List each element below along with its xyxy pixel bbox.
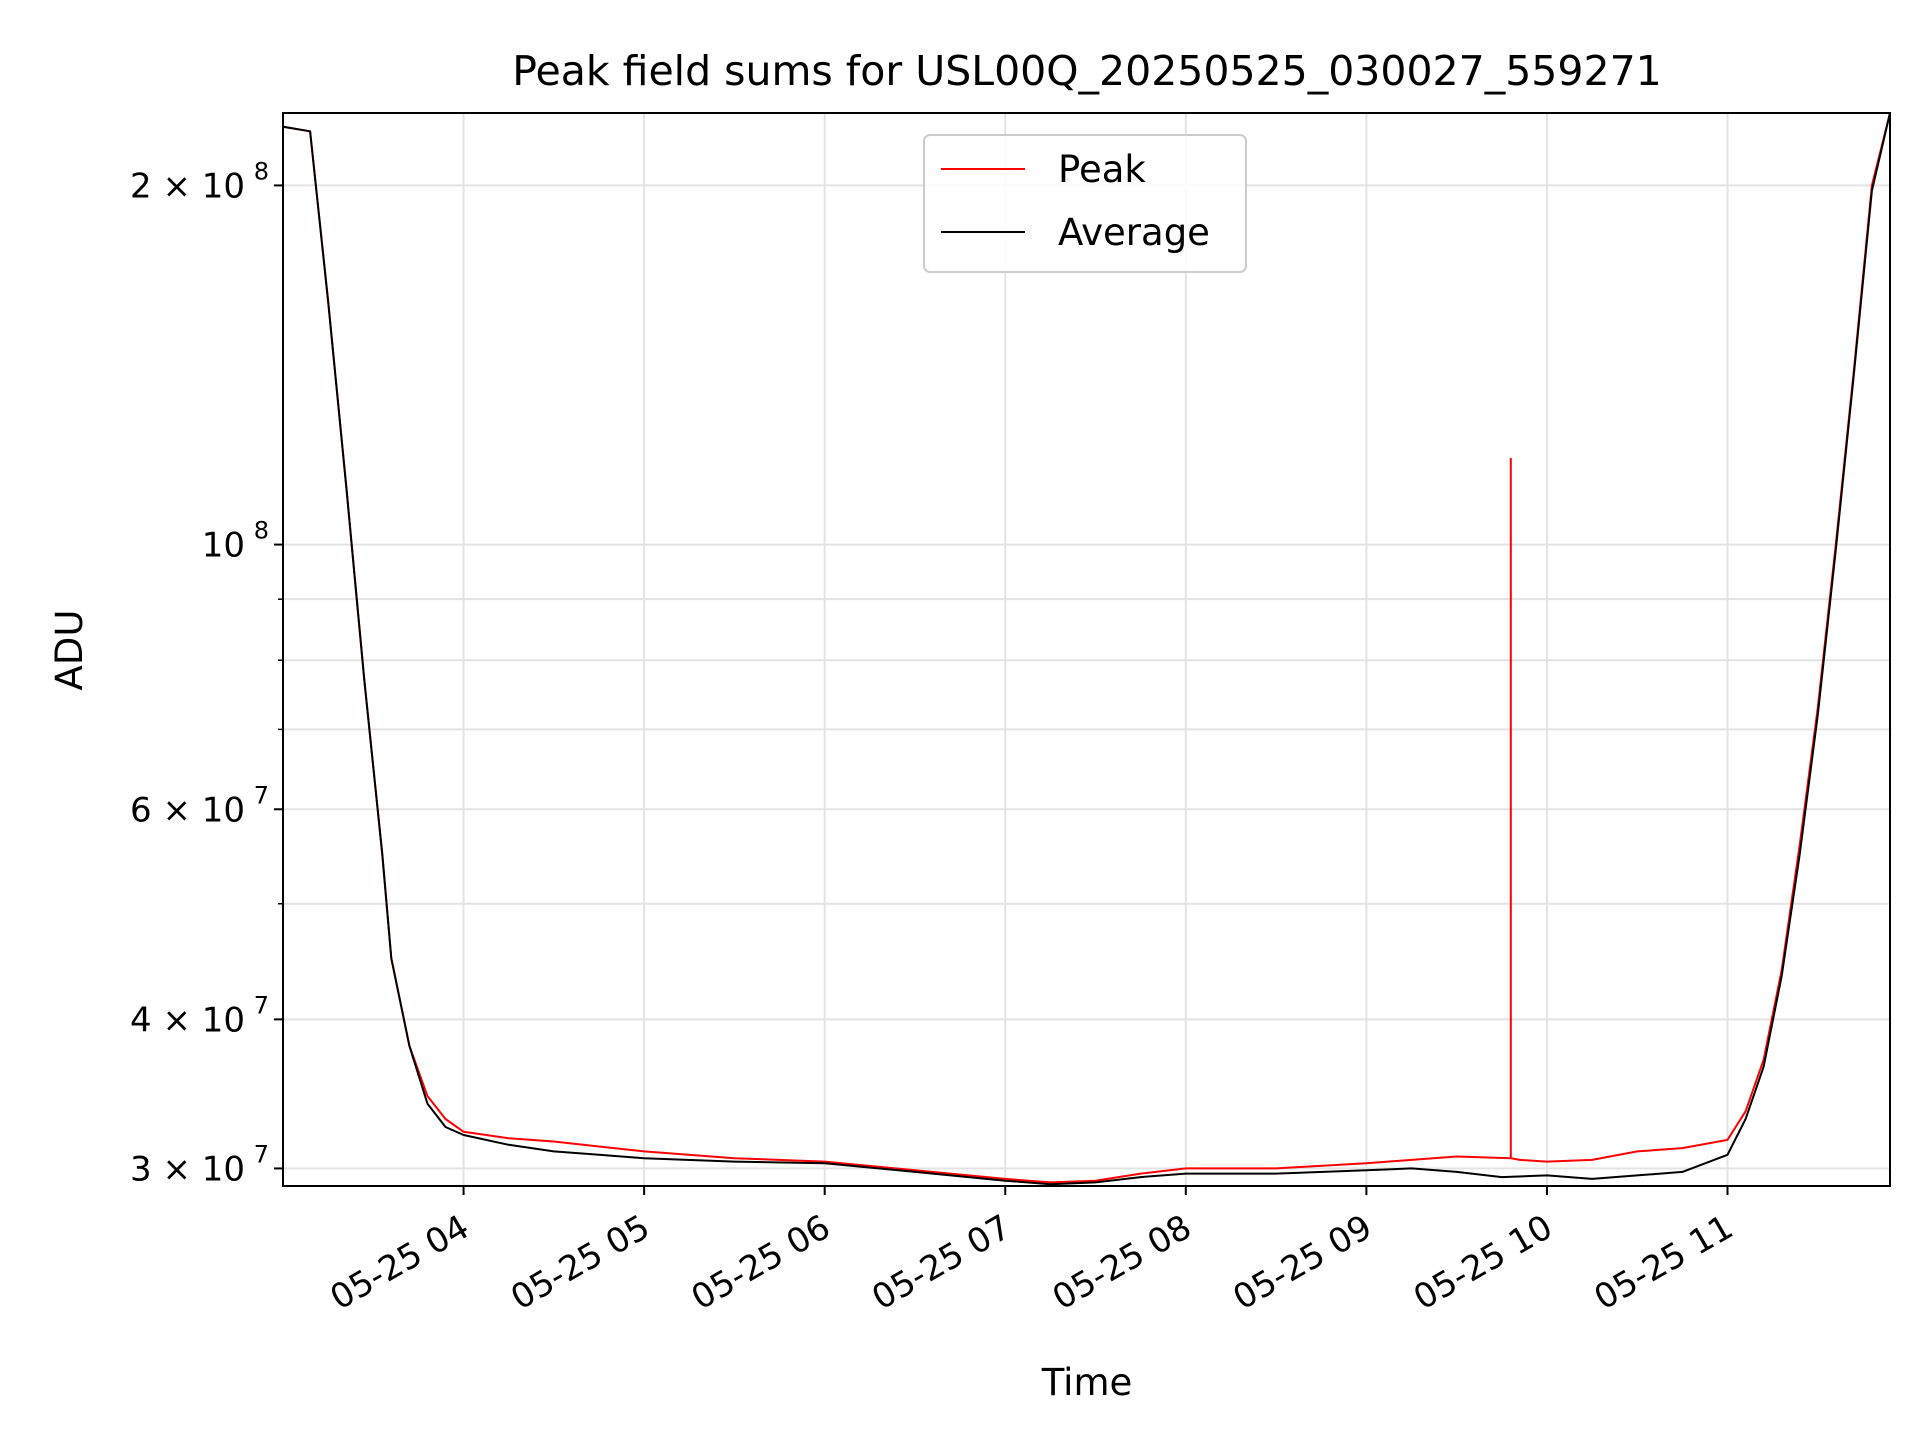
y-tick-label: 10	[202, 526, 245, 566]
y-tick-label: 6 × 10	[130, 790, 245, 830]
y-tick-label: 3 × 10	[130, 1149, 245, 1189]
y-tick-exponent: 7	[254, 781, 269, 809]
legend-peak-label: Peak	[1058, 148, 1146, 191]
plot-area-frame	[282, 112, 1891, 1187]
y-axis: 3 × 10 7 4 × 10 7 6 × 10 7 10 8 2 × 10 8	[130, 157, 283, 1189]
y-tick-exponent: 7	[254, 991, 269, 1019]
y-tick-exponent: 7	[254, 1140, 269, 1168]
grid	[283, 113, 1890, 1186]
y-tick-exponent: 8	[254, 517, 269, 545]
y-axis-label: ADU	[48, 610, 91, 691]
y-tick-label: 2 × 10	[130, 166, 245, 206]
legend-average-label: Average	[1058, 211, 1210, 254]
chart-title: Peak field sums for USL00Q_20250525_0300…	[512, 47, 1662, 95]
y-tick-exponent: 8	[254, 157, 269, 185]
y-tick-label: 4 × 10	[130, 1000, 245, 1040]
plot-series	[283, 113, 1890, 1186]
series-line-average	[283, 113, 1890, 1186]
legend: Peak Average	[923, 134, 1247, 273]
x-axis-label: Time	[1041, 1361, 1133, 1404]
